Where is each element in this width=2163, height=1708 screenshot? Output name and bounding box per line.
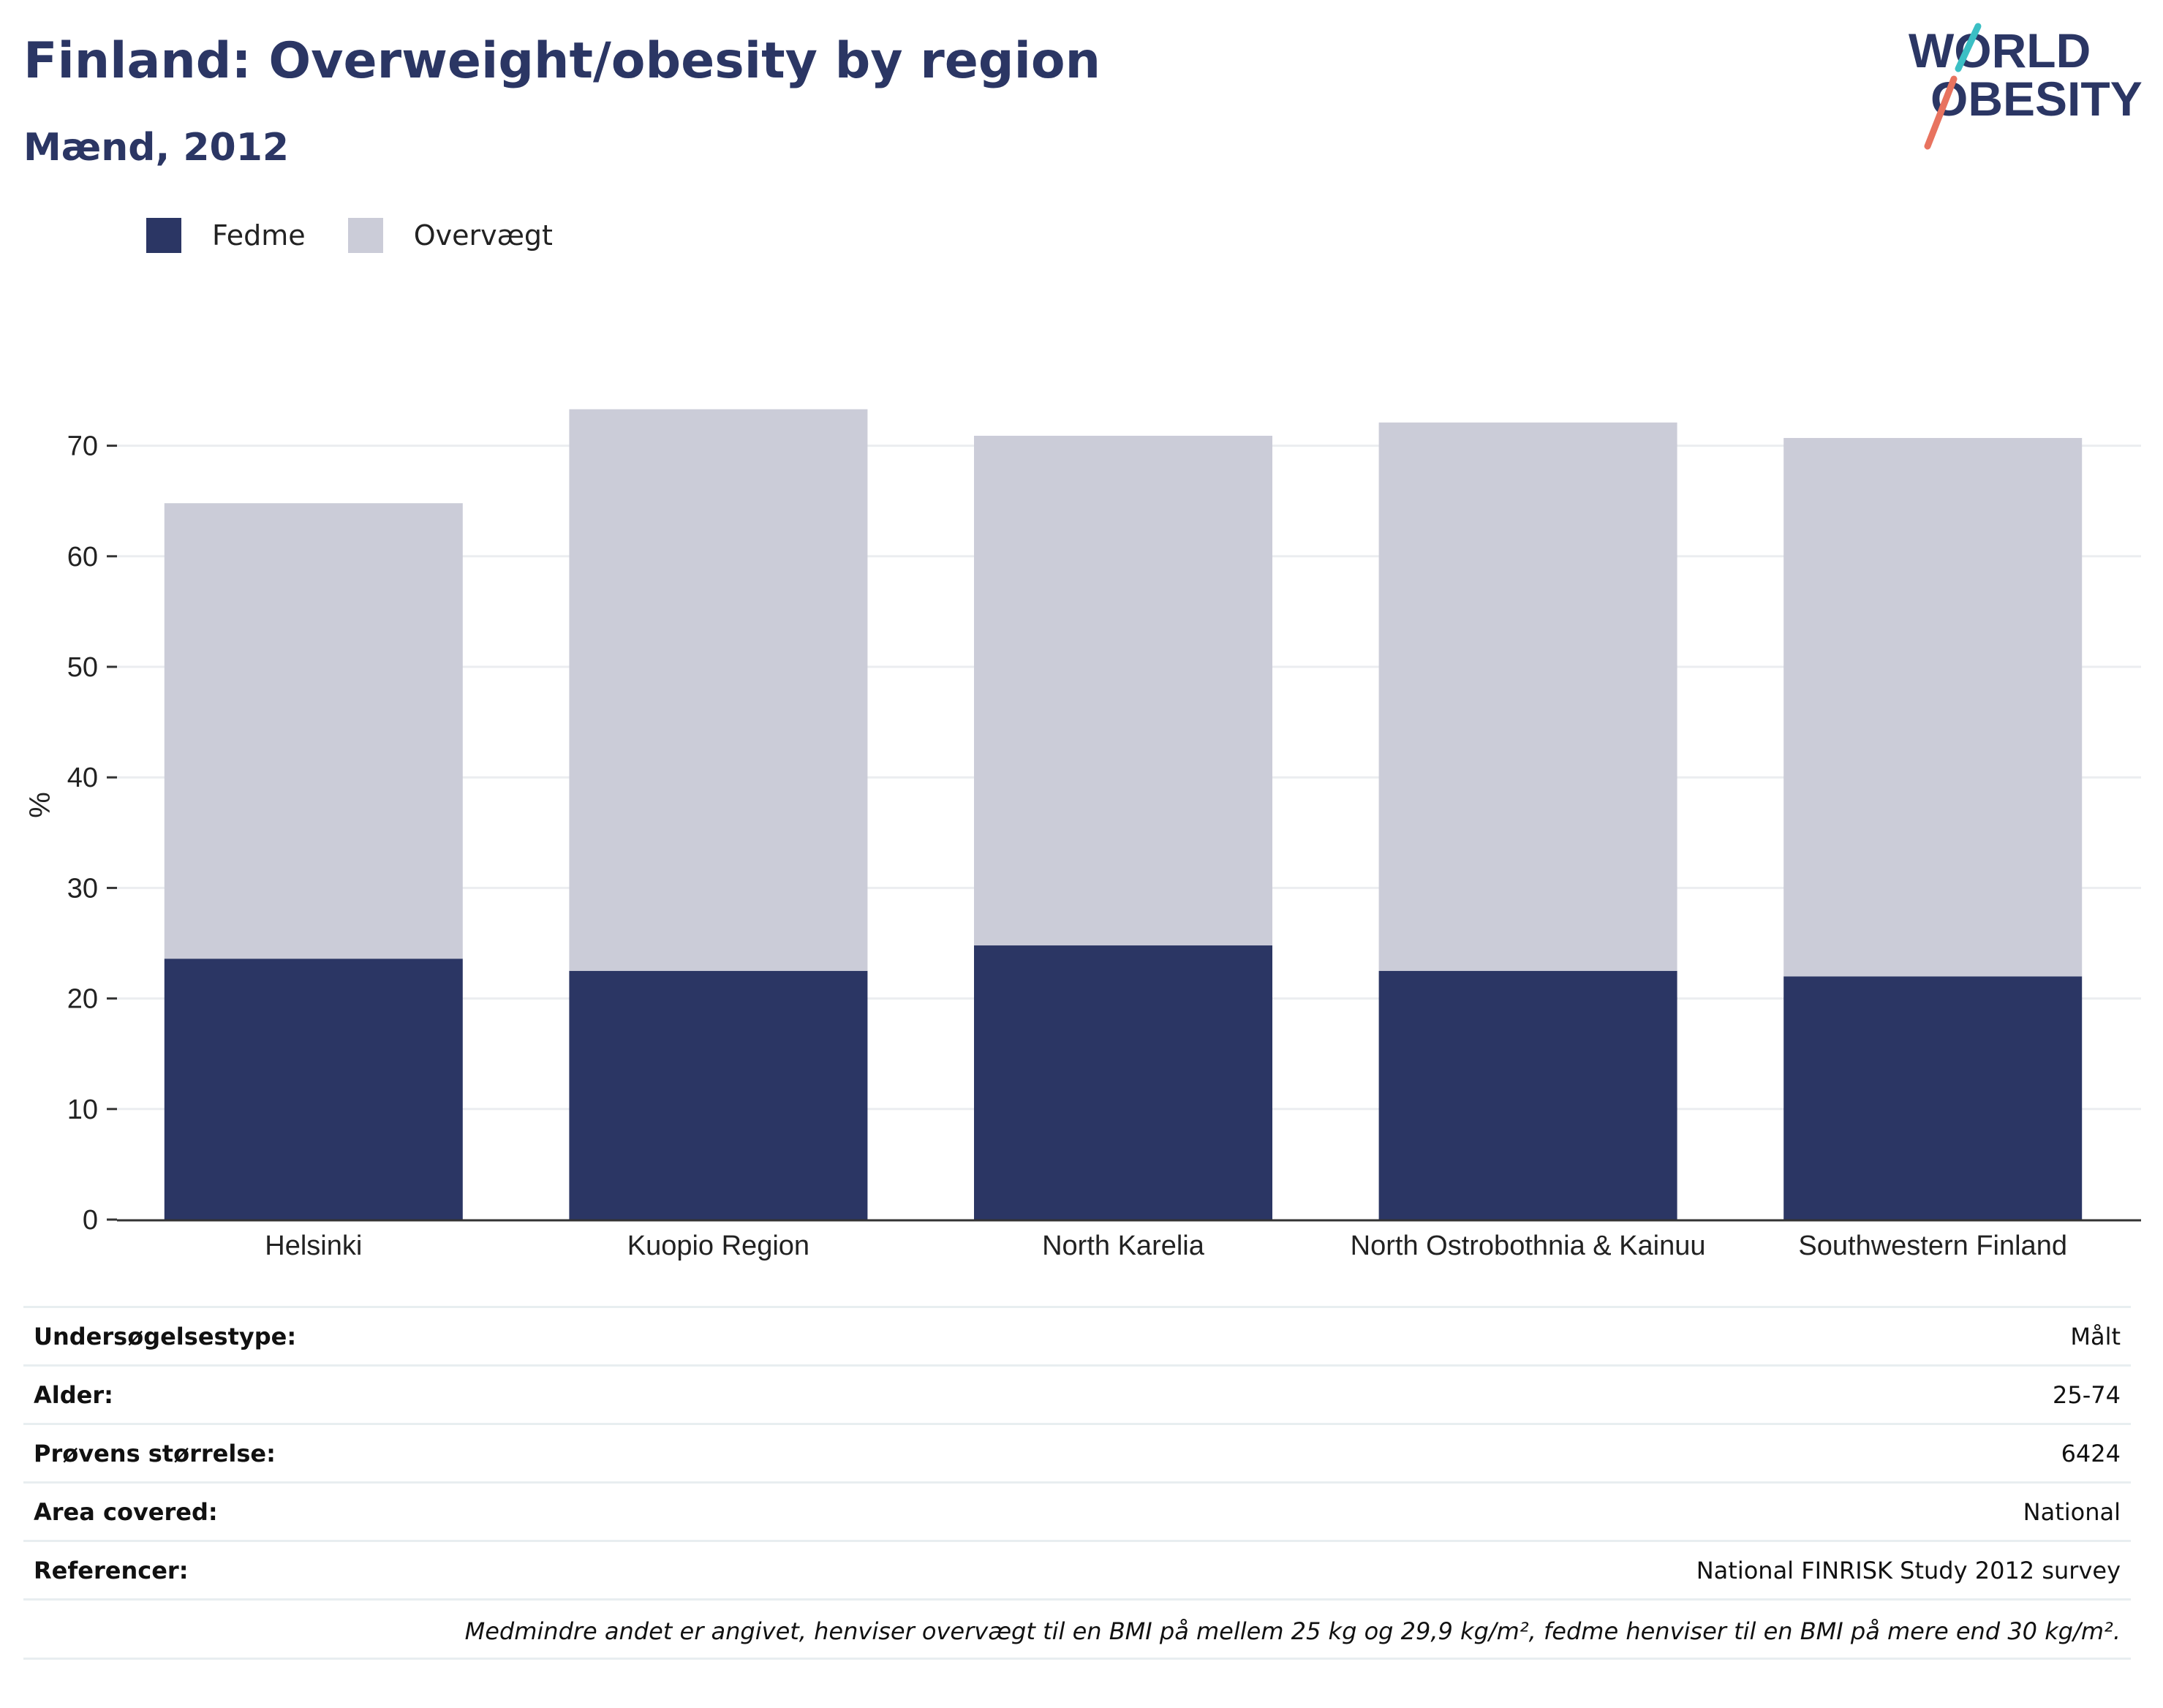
x-tick-label: North Ostrobothnia & Kainuu xyxy=(1351,1231,1706,1261)
bar-overv-gt[interactable] xyxy=(974,435,1272,946)
x-axis-ticks: Helsinki Kuopio Region North Karelia North … xyxy=(265,1231,2067,1261)
details-key: Prøvens størrelse: xyxy=(34,1439,276,1467)
bar-overv-gt[interactable] xyxy=(569,409,868,971)
footnote: Medmindre andet er angivet, henviser ove… xyxy=(23,1598,2131,1660)
bar-chart: 0 10 20 30 40 50 60 70 Helsinki Kuopio Region Nor… xyxy=(24,409,2141,1261)
legend-label-overvaegt: Overvægt xyxy=(413,219,553,252)
details-value: 25-74 xyxy=(2053,1380,2121,1409)
bar-fedme[interactable] xyxy=(1378,970,1677,1220)
y-axis-label: % xyxy=(24,792,56,818)
x-tick-label: Kuopio Region xyxy=(627,1231,809,1261)
logo-line-1: WORLD xyxy=(1909,23,2091,78)
bar-fedme[interactable] xyxy=(164,959,463,1220)
x-tick-label: North Karelia xyxy=(1042,1231,1205,1261)
logo-line-2: OBESITY xyxy=(1930,72,2143,126)
legend-item-fedme[interactable]: Fedme xyxy=(146,218,306,253)
legend-label-fedme: Fedme xyxy=(212,219,306,252)
details-key: Alder: xyxy=(34,1380,113,1409)
chart-subtitle: Mænd, 2012 xyxy=(23,126,290,170)
bar-fedme[interactable] xyxy=(974,945,1272,1220)
bar-overv-gt[interactable] xyxy=(164,503,463,959)
x-tick-label: Helsinki xyxy=(265,1231,362,1261)
y-tick-label: 40 xyxy=(67,763,98,793)
bar-fedme[interactable] xyxy=(1783,976,2083,1220)
legend-swatch-fedme xyxy=(146,218,181,253)
y-tick-label: 50 xyxy=(67,652,98,683)
details-key: Referencer: xyxy=(34,1556,189,1584)
details-row: Undersøgelsestype: Målt xyxy=(23,1306,2131,1364)
details-value: National FINRISK Study 2012 survey xyxy=(1696,1556,2121,1584)
bar-fedme[interactable] xyxy=(569,970,868,1220)
bar-overv-gt[interactable] xyxy=(1783,438,2083,977)
legend-item-overvaegt[interactable]: Overvægt xyxy=(347,218,553,253)
y-tick-label: 60 xyxy=(67,542,98,573)
chart-legend: Fedme Overvægt xyxy=(146,218,595,253)
y-axis-ticks: 0 10 20 30 40 50 60 70 xyxy=(67,431,117,1236)
bars xyxy=(164,409,2083,1220)
details-row: Prøvens størrelse: 6424 xyxy=(23,1423,2131,1481)
details-key: Area covered: xyxy=(34,1497,218,1526)
bar-overv-gt[interactable] xyxy=(1378,422,1677,971)
y-tick-label: 70 xyxy=(67,431,98,462)
details-table: Undersøgelsestype: Målt Alder: 25-74 Prø… xyxy=(23,1306,2131,1660)
x-tick-label: Southwestern Finland xyxy=(1798,1231,2067,1261)
details-row: Referencer: National FINRISK Study 2012 … xyxy=(23,1540,2131,1598)
details-value: 6424 xyxy=(2061,1439,2121,1467)
details-key: Undersøgelsestype: xyxy=(34,1322,297,1350)
legend-swatch-overvaegt xyxy=(347,218,383,253)
details-row: Area covered: National xyxy=(23,1481,2131,1540)
details-value: Målt xyxy=(2070,1322,2121,1350)
details-value: National xyxy=(2023,1497,2121,1526)
y-tick-label: 30 xyxy=(67,873,98,904)
chart-title: Finland: Overweight/obesity by region xyxy=(23,32,1101,90)
y-tick-label: 20 xyxy=(67,984,98,1015)
world-obesity-logo: WORLD OBESITY xyxy=(1909,23,2143,150)
details-row: Alder: 25-74 xyxy=(23,1364,2131,1423)
y-tick-label: 10 xyxy=(67,1095,98,1125)
y-tick-label: 0 xyxy=(83,1205,98,1236)
